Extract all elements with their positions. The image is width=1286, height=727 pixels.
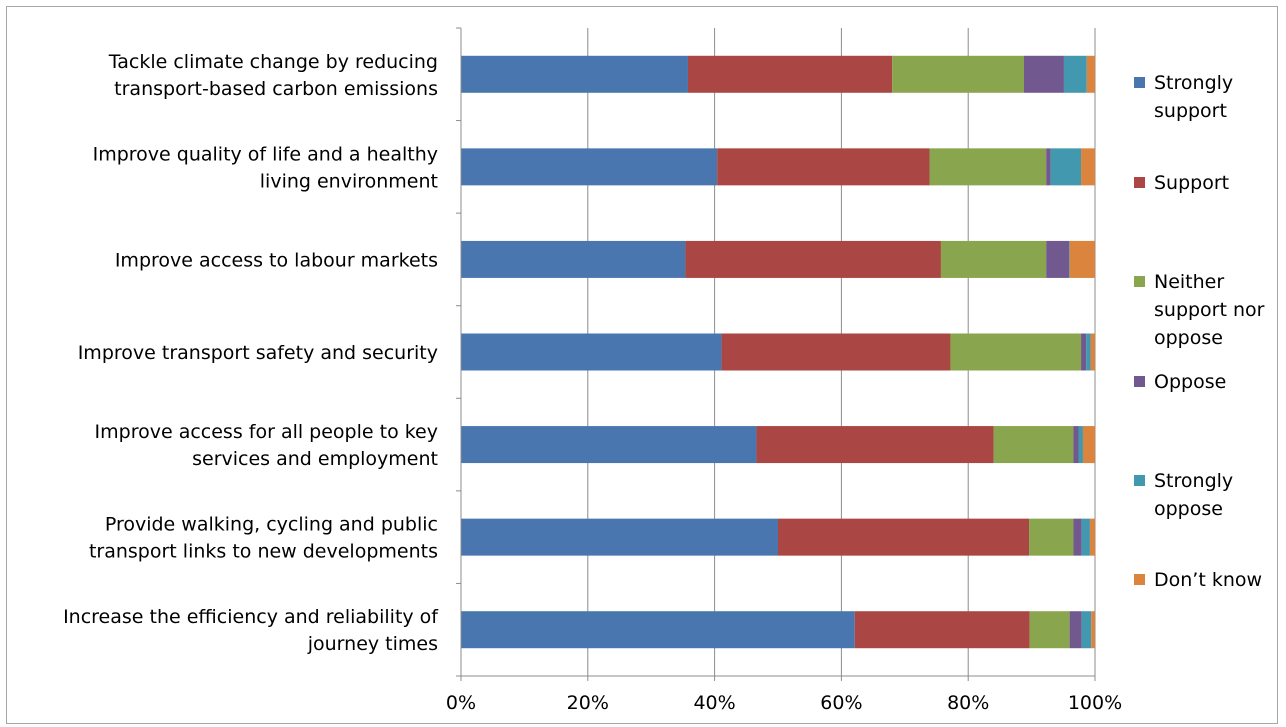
- category-label: Improve access to labour markets: [115, 249, 438, 271]
- axes: [456, 27, 1096, 681]
- legend-label: Don’t know: [1154, 569, 1262, 591]
- bar-segment: [461, 426, 757, 464]
- legend-swatch: [1134, 177, 1145, 188]
- bar-segment: [1069, 240, 1095, 278]
- legend-label: Oppose: [1154, 371, 1226, 393]
- bar-segment: [1081, 333, 1087, 371]
- bar-segment: [993, 426, 1074, 464]
- bar-segment: [461, 611, 855, 649]
- legend-label: Strongly oppose: [1154, 470, 1233, 520]
- bar-segment: [1086, 333, 1091, 371]
- legend-swatch: [1134, 376, 1145, 387]
- legend: Strongly support Support Neither support nor…: [1134, 72, 1265, 591]
- bar-segment: [461, 240, 686, 278]
- legend-swatch: [1134, 276, 1145, 287]
- bar-segment: [685, 240, 941, 278]
- legend-swatch: [1134, 574, 1145, 585]
- bar-segment: [1073, 426, 1079, 464]
- bar-segment: [1081, 611, 1092, 649]
- bar-segment: [756, 426, 994, 464]
- legend-swatch: [1134, 475, 1145, 486]
- bar-segment: [1081, 518, 1090, 556]
- bar-segment: [854, 611, 1030, 649]
- bar-segment: [1081, 148, 1095, 186]
- bar-segment: [778, 518, 1030, 556]
- bar-segment: [1023, 55, 1064, 93]
- x-tick-labels: 0% 20% 40% 60% 80% 100%: [446, 692, 1122, 714]
- legend-label: Neither support nor oppose: [1154, 271, 1265, 349]
- bar-segment: [940, 240, 1047, 278]
- bar-segment: [1069, 611, 1082, 649]
- category-label: Tackle climate change by reducing transpo…: [108, 51, 438, 100]
- bar-segment: [950, 333, 1082, 371]
- x-tick-label: 60%: [820, 692, 862, 714]
- category-label: Improve quality of life and a healthy liv…: [93, 143, 438, 192]
- bar-segment: [687, 55, 893, 93]
- bar-segment: [1086, 55, 1095, 93]
- bar-segment: [721, 333, 951, 371]
- bar-segment: [1050, 148, 1082, 186]
- bar-segment: [1029, 611, 1070, 649]
- x-tick-label: 0%: [446, 692, 476, 714]
- bar-segment: [892, 55, 1024, 93]
- bar-segment: [1090, 333, 1095, 371]
- bar-segment: [1073, 518, 1082, 556]
- bar-segment: [1046, 240, 1070, 278]
- legend-label: Strongly support: [1154, 72, 1233, 122]
- bar-segment: [717, 148, 930, 186]
- bar-segment: [461, 333, 722, 371]
- x-tick-label: 20%: [567, 692, 609, 714]
- bar-segment: [461, 55, 688, 93]
- bar-segment: [1069, 240, 1070, 278]
- bar-segment: [1091, 611, 1095, 649]
- bar-segment: [1089, 518, 1095, 556]
- category-label: Improve access for all people to key serv…: [95, 421, 438, 470]
- bar-segment: [1029, 518, 1074, 556]
- legend-swatch: [1134, 77, 1145, 88]
- category-labels: Tackle climate change by reducing transpo…: [63, 51, 439, 655]
- category-label: Improve transport safety and security: [78, 342, 438, 364]
- category-label: Increase the efficiency and reliability …: [63, 606, 439, 655]
- bar-segment: [1063, 55, 1087, 93]
- legend-label: Support: [1154, 172, 1229, 194]
- x-tick-label: 100%: [1068, 692, 1122, 714]
- category-label: Provide walking, cycling and public trans…: [89, 514, 438, 563]
- bar-segment: [929, 148, 1047, 186]
- x-tick-label: 40%: [693, 692, 735, 714]
- bar-segment: [1078, 426, 1083, 464]
- x-tick-label: 80%: [947, 692, 989, 714]
- bars: [461, 55, 1095, 649]
- bar-segment: [461, 518, 778, 556]
- bar-segment: [1082, 426, 1095, 464]
- bar-segment: [461, 148, 718, 186]
- bar-segment: [1046, 148, 1051, 186]
